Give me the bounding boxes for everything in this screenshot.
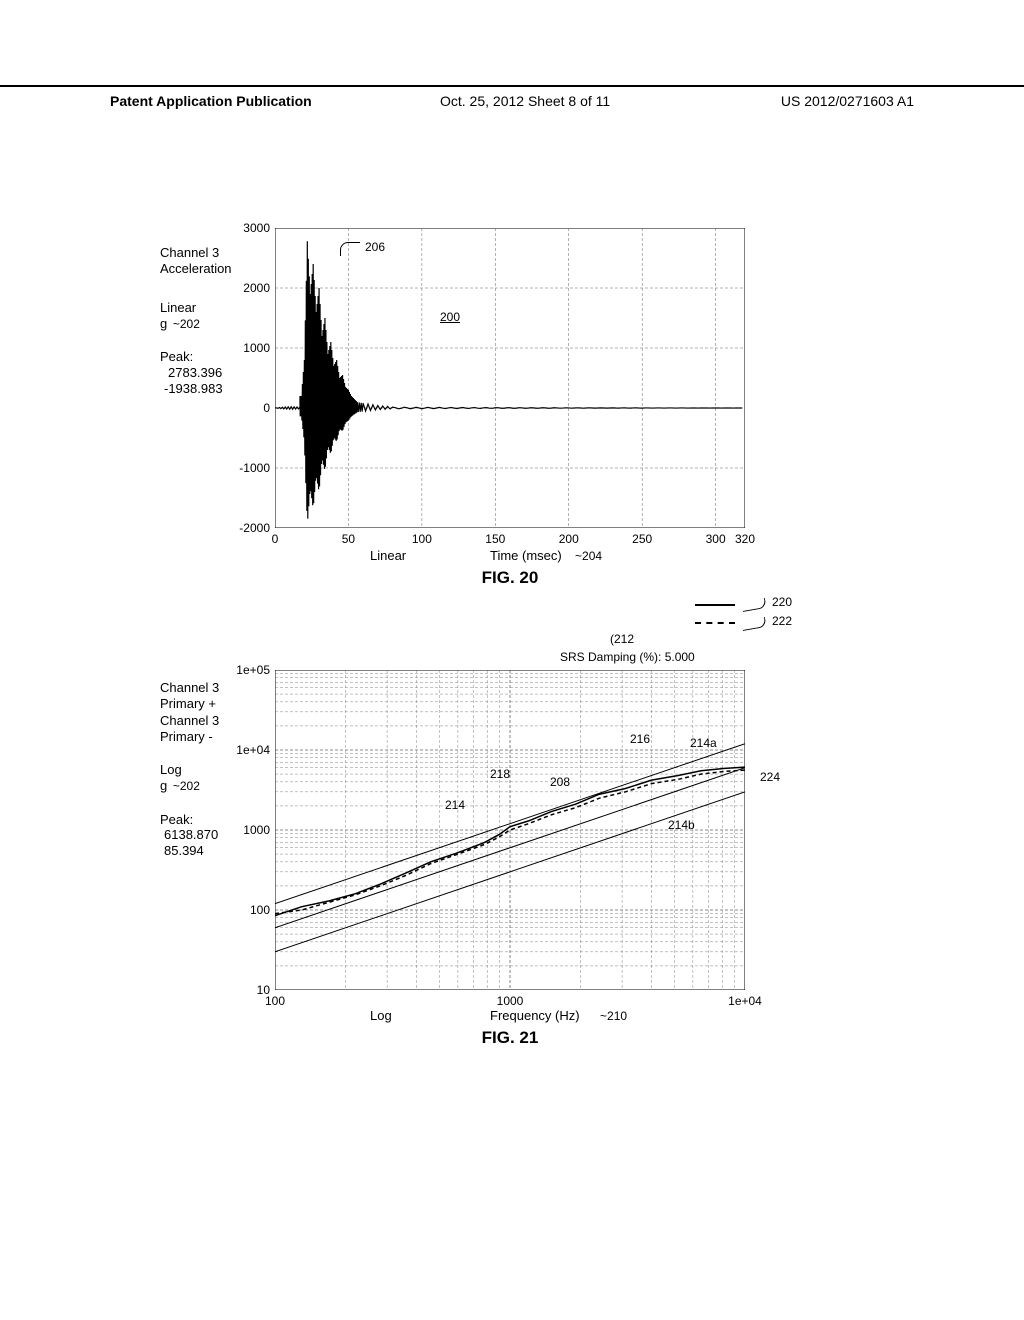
callout-210: ~210 (600, 1009, 627, 1023)
callout-208: 208 (550, 775, 570, 789)
fig20-side-labels: Channel 3 Acceleration Linear g ~202 Pea… (160, 245, 250, 414)
channel-a-label: Channel 3 Primary + (160, 680, 250, 711)
fig20-xaxis-label: Time (msec) (490, 548, 562, 563)
callout-222: 222 (772, 614, 792, 628)
callout-214a: 214a (690, 736, 717, 750)
callout-216: 216 (630, 732, 650, 746)
ytick: 1e+04 (210, 743, 270, 757)
callout-202: ~202 (173, 317, 200, 331)
peak-neg: 85.394 (160, 843, 250, 859)
ytick: 100 (210, 903, 270, 917)
ytick: 1000 (210, 341, 270, 355)
scale-label: Linear (160, 300, 250, 316)
callout-212: (212 (610, 632, 634, 646)
xtick: 1000 (497, 994, 524, 1008)
fig21-xaxis-label: Frequency (Hz) (490, 1008, 580, 1023)
ytick: 2000 (210, 281, 270, 295)
callout-222-leader (741, 617, 766, 631)
scale-label: Log (160, 762, 250, 778)
srs-damping-label: SRS Damping (%): 5.000 (560, 650, 695, 664)
xtick: 300 (706, 532, 726, 546)
fig20-title: FIG. 20 (482, 568, 539, 588)
callout-206-leader (340, 242, 360, 256)
xtick: 100 (412, 532, 432, 546)
legend-dashed (695, 622, 735, 624)
callout-220: 220 (772, 595, 792, 609)
xtick: 50 (342, 532, 355, 546)
legend-solid (695, 604, 735, 606)
callout-218: 218 (490, 767, 510, 781)
ytick: -2000 (210, 521, 270, 535)
channel-b-label: Channel 3 Primary - (160, 713, 250, 744)
xtick: 100 (265, 994, 285, 1008)
unit-label: g (160, 316, 167, 331)
ytick: -1000 (210, 461, 270, 475)
callout-220-leader (741, 598, 766, 612)
xtick: 250 (632, 532, 652, 546)
ytick: 3000 (210, 221, 270, 235)
xtick: 320 (735, 532, 755, 546)
ytick: 1e+05 (210, 663, 270, 677)
header-center: Oct. 25, 2012 Sheet 8 of 11 (440, 93, 610, 109)
channel-label: Channel 3 Acceleration (160, 245, 250, 276)
callout-204: ~204 (575, 549, 602, 563)
callout-214b: 214b (668, 818, 695, 832)
xtick: 150 (485, 532, 505, 546)
xtick: 0 (272, 532, 279, 546)
fig21-title: FIG. 21 (482, 1028, 539, 1048)
ytick: 0 (210, 401, 270, 415)
unit-label: g (160, 778, 167, 793)
peak-pos: 2783.396 (160, 365, 250, 381)
fig21-xscale-label: Log (370, 1008, 392, 1023)
page-header: Patent Application Publication Oct. 25, … (0, 85, 1024, 93)
callout-224: 224 (760, 770, 780, 784)
callout-202b: ~202 (173, 779, 200, 793)
peak-neg: -1938.983 (160, 381, 250, 397)
header-right: US 2012/0271603 A1 (781, 93, 914, 109)
xtick: 1e+04 (728, 994, 762, 1008)
callout-214: 214 (445, 798, 465, 812)
fig21-side-labels: Channel 3 Primary + Channel 3 Primary - … (160, 680, 250, 876)
callout-206: 206 (365, 240, 385, 254)
fig20-xscale-label: Linear (370, 548, 406, 563)
callout-200: 200 (440, 310, 460, 324)
ytick: 10 (210, 983, 270, 997)
header-left: Patent Application Publication (110, 93, 312, 109)
fig20-chart (275, 228, 745, 528)
xtick: 200 (559, 532, 579, 546)
ytick: 1000 (210, 823, 270, 837)
